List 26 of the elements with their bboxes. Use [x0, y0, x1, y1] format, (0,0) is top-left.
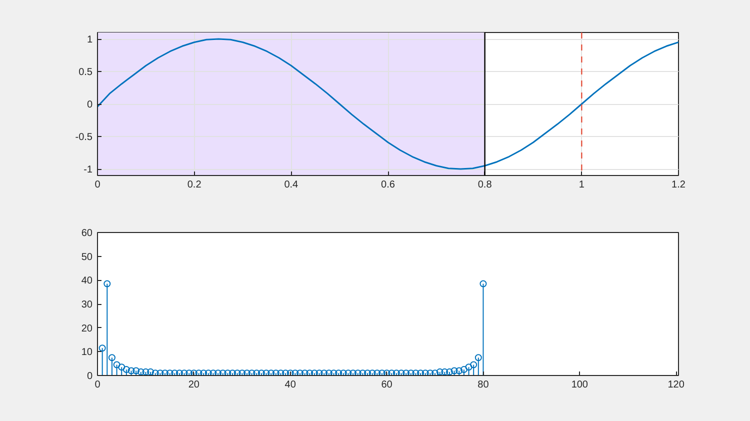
x-tick-label: 1.2 [672, 180, 686, 190]
x-tick-label: 0.8 [478, 180, 492, 190]
y-tick-label: 60 [81, 228, 93, 239]
y-tick-label: 30 [81, 300, 93, 310]
x-tick-label: 0 [94, 380, 101, 390]
y-tick-label: -0.5 [75, 132, 93, 143]
x-tick-label: 0.2 [187, 180, 202, 190]
x-tick-label: 0.4 [284, 180, 299, 190]
x-tick-label: 60 [381, 380, 393, 390]
y-tick-label: 10 [81, 347, 93, 358]
x-tick-label: 0.6 [381, 180, 396, 190]
x-tick-label: 120 [668, 380, 685, 390]
y-tick-label: -1 [84, 164, 93, 176]
x-tick-label: 40 [284, 380, 296, 390]
y-tick-label: 0 [86, 371, 93, 382]
y-tick-label: 0 [86, 100, 93, 110]
y-tick-label: 40 [81, 276, 93, 287]
y-tick-label: 1 [86, 34, 93, 46]
x-tick-label: 80 [478, 380, 490, 390]
x-tick-label: 20 [188, 380, 200, 390]
x-tick-label: 100 [571, 380, 588, 390]
x-tick-label: 0 [94, 180, 101, 190]
y-tick-label: 50 [81, 252, 93, 263]
y-tick-label: 20 [81, 323, 93, 334]
y-tick-label: 0.5 [78, 67, 93, 78]
x-tick-label: 1 [578, 180, 585, 190]
